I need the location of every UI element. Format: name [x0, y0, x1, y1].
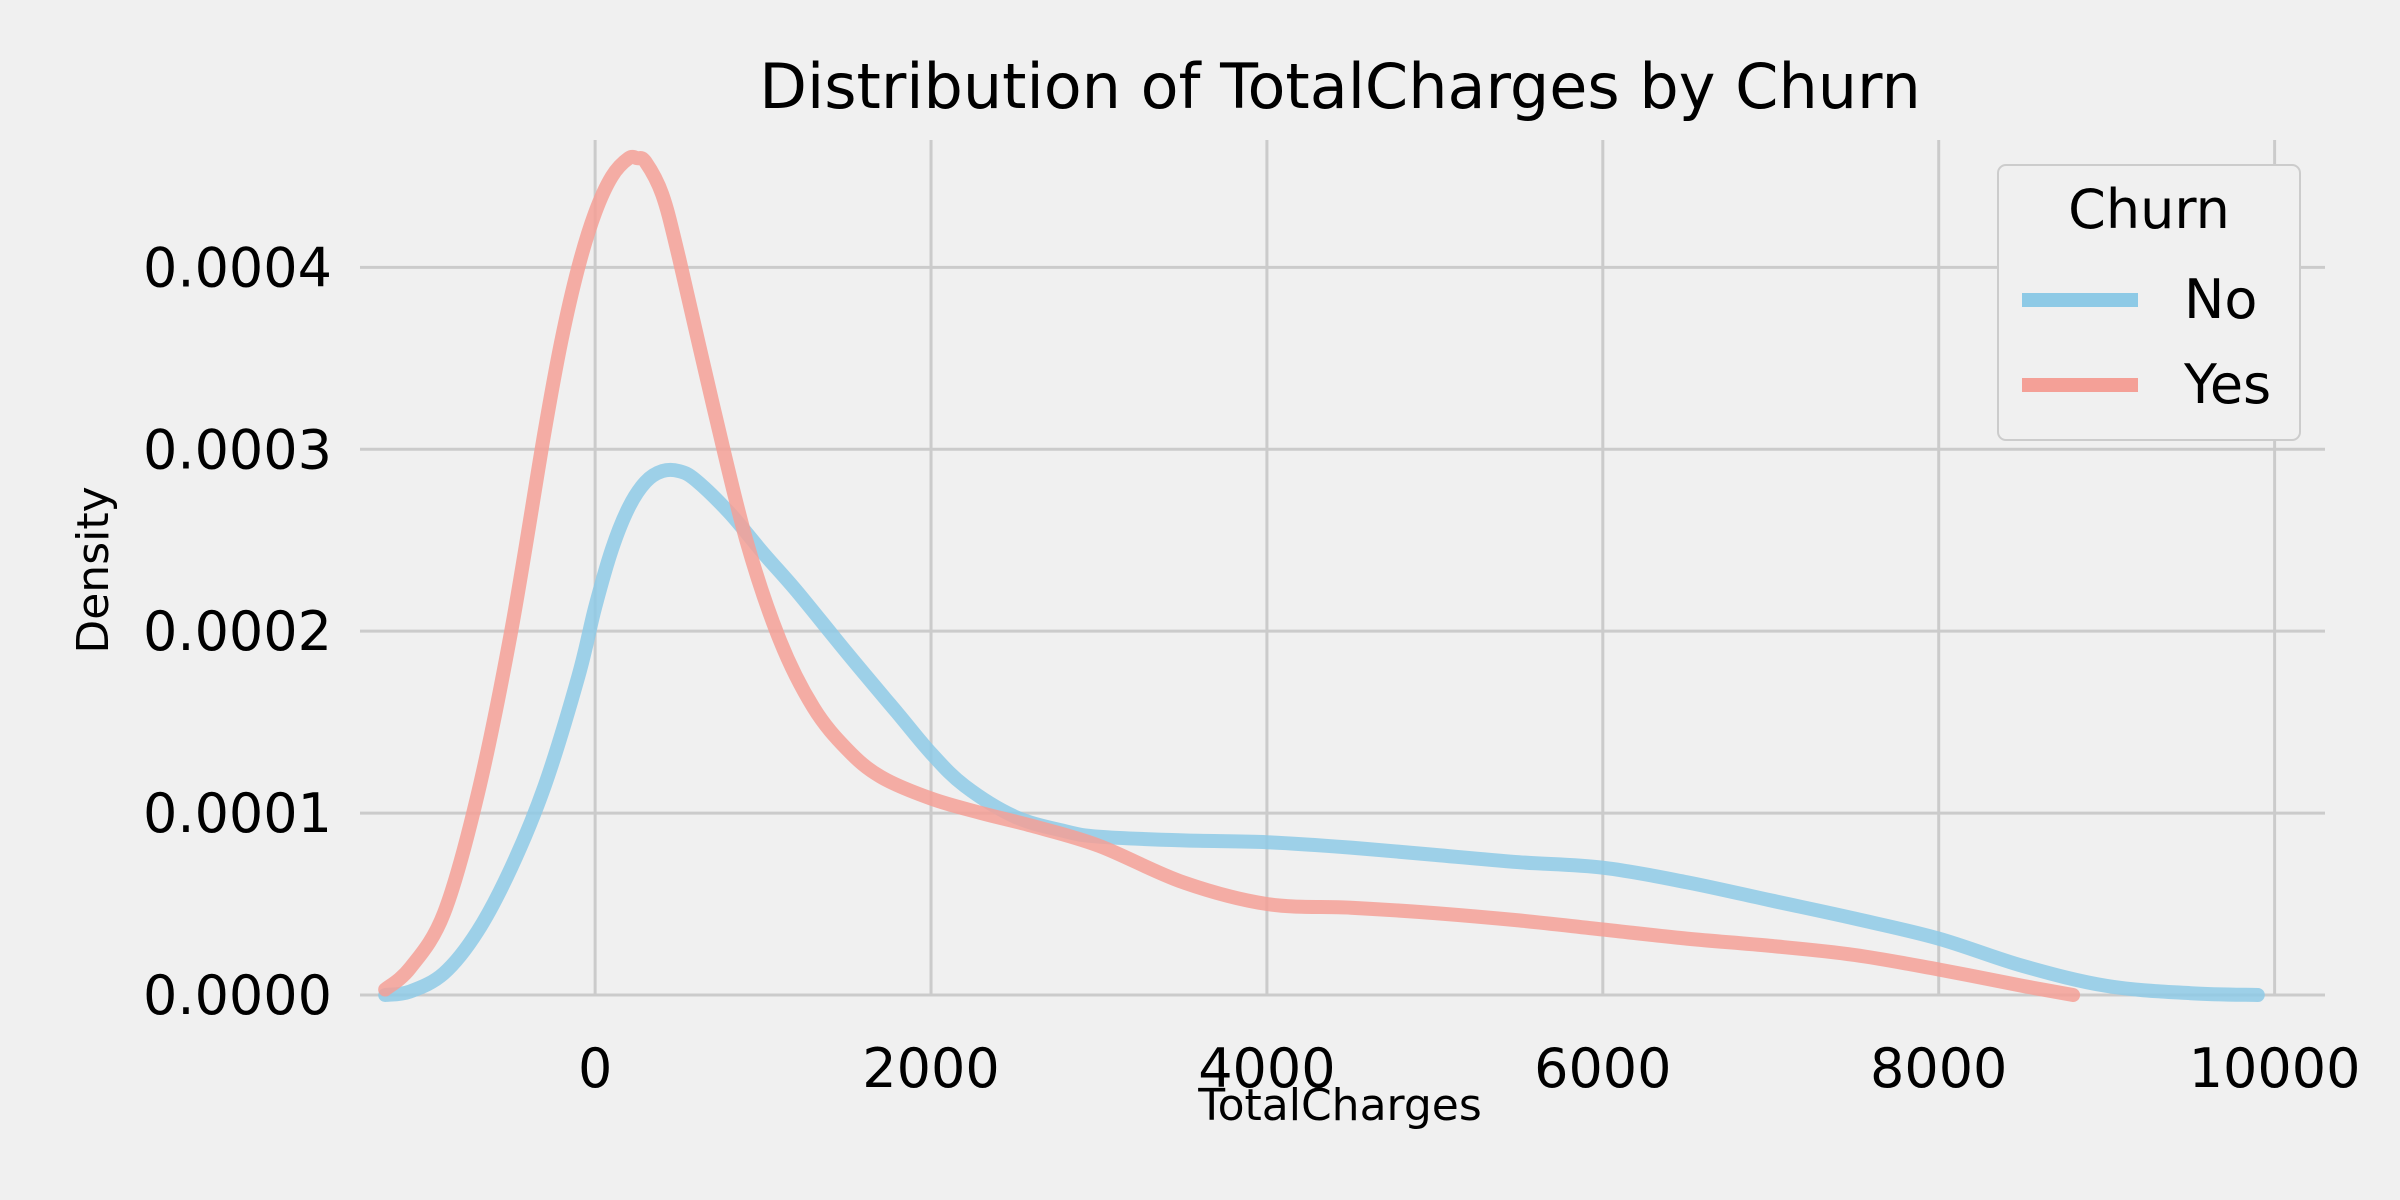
x-tick-label: 0 [578, 1037, 612, 1100]
legend-label-yes: Yes [2183, 353, 2271, 416]
legend-box [1997, 164, 2301, 441]
series-layer [378, 149, 2265, 1002]
x-tick-label: 2000 [862, 1037, 999, 1100]
legend-title: Churn [2068, 178, 2230, 241]
x-axis-label: TotalCharges [1197, 1080, 1482, 1131]
tick-layer: 0 2000 4000 6000 8000 10000 0.0000 0.0001 0.0002… [143, 236, 2360, 1100]
x-tick-label: 6000 [1534, 1037, 1671, 1100]
x-tick-label: 10000 [2189, 1037, 2361, 1100]
kde-line-yes [378, 149, 2081, 1002]
legend: Churn No Yes [1997, 164, 2301, 441]
y-tick-label: 0.0003 [143, 418, 332, 481]
legend-label-no: No [2184, 268, 2257, 331]
y-tick-label: 0.0004 [143, 236, 332, 299]
y-axis-label: Density [68, 486, 119, 653]
y-tick-label: 0.0000 [143, 964, 332, 1027]
x-tick-label: 4000 [1198, 1037, 1335, 1100]
chart-title: Distribution of TotalCharges by Churn [759, 50, 1921, 123]
kde-line-no [378, 462, 2265, 1002]
y-tick-label: 0.0002 [143, 600, 332, 663]
x-tick-label: 8000 [1870, 1037, 2007, 1100]
y-tick-label: 0.0001 [143, 782, 332, 845]
